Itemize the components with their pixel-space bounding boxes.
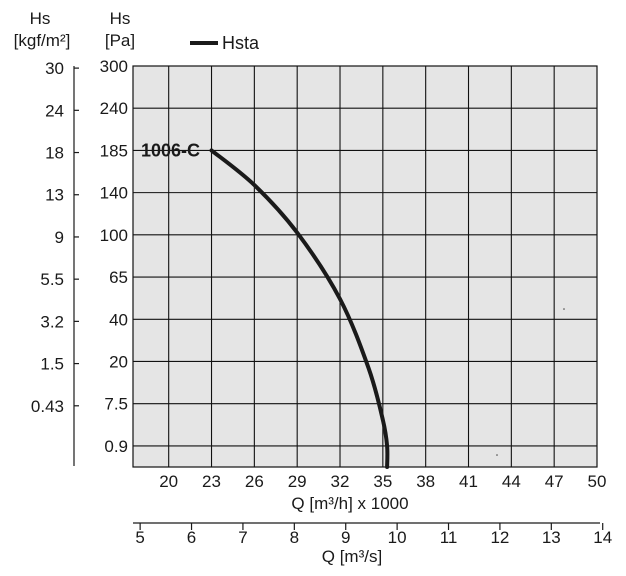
kgf-tick-label: 0.43 (31, 397, 64, 416)
m3s-axis-label: Q [m³/s] (322, 547, 382, 566)
pa-axis-title: Hs (110, 9, 131, 28)
pa-tick-label: 20 (109, 352, 128, 371)
kgf-tick-label: 18 (45, 144, 64, 163)
m3s-axis: 5 6 7 8 9 10 11 12 13 14 (135, 523, 612, 547)
pa-tick-label: 7.5 (104, 395, 128, 414)
m3h-axis-label: Q [m³/h] x 1000 (291, 494, 408, 513)
pa-axis-unit: [Pa] (105, 31, 135, 50)
m3s-tick-label: 9 (341, 528, 350, 547)
pa-tick-label: 40 (109, 310, 128, 329)
pa-tick-label: 65 (109, 268, 128, 287)
kgf-tick-label: 3.2 (40, 312, 64, 331)
pa-axis: 300 240 185 140 100 65 40 20 7.5 0.9 (100, 57, 128, 456)
pa-tick-label: 140 (100, 184, 128, 203)
m3s-tick-label: 14 (593, 528, 612, 547)
pa-tick-label: 0.9 (104, 437, 128, 456)
m3s-tick-label: 13 (542, 528, 561, 547)
m3s-tick-label: 7 (238, 528, 247, 547)
legend-label: Hsta (222, 33, 260, 53)
m3h-tick-label: 44 (502, 472, 521, 491)
m3s-tick-label: 5 (135, 528, 144, 547)
m3s-tick-label: 10 (388, 528, 407, 547)
m3s-tick-label: 11 (440, 528, 458, 547)
kgf-axis-title: Hs (30, 9, 51, 28)
series-line-1006-c (209, 148, 390, 469)
kgf-axis: 30 24 18 13 9 5.5 3.2 1.5 0.43 (31, 59, 79, 416)
kgf-tick-label: 1.5 (40, 355, 64, 374)
grid-lines (133, 66, 597, 467)
stray-dot (496, 454, 498, 456)
kgf-tick-label: 9 (55, 228, 64, 247)
pa-tick-label: 240 (100, 99, 128, 118)
pa-tick-label: 100 (100, 226, 128, 245)
m3h-tick-label: 23 (202, 472, 221, 491)
m3h-tick-label: 29 (288, 472, 307, 491)
kgf-tick-label: 13 (45, 186, 64, 205)
m3s-tick-label: 6 (187, 528, 196, 547)
kgf-tick-label: 30 (45, 59, 64, 78)
kgf-tick-label: 24 (45, 101, 64, 120)
series-label-1006-c: 1006-C (141, 140, 200, 160)
m3h-tick-label: 35 (373, 472, 392, 491)
m3h-tick-label: 26 (245, 472, 264, 491)
m3h-axis: 20 23 26 29 32 35 38 41 44 47 50 (159, 472, 606, 491)
kgf-axis-unit: [kgf/m²] (14, 31, 71, 50)
m3h-tick-label: 38 (416, 472, 435, 491)
m3s-tick-label: 8 (290, 528, 299, 547)
stray-dot (563, 308, 565, 310)
m3h-tick-label: 32 (331, 472, 350, 491)
m3h-tick-label: 41 (459, 472, 478, 491)
m3h-tick-label: 50 (588, 472, 607, 491)
pa-tick-label: 185 (100, 141, 128, 160)
m3s-tick-label: 12 (490, 528, 509, 547)
plot-area (132, 65, 598, 468)
pa-tick-label: 300 (100, 57, 128, 76)
m3h-tick-label: 47 (545, 472, 564, 491)
m3h-tick-label: 20 (159, 472, 178, 491)
kgf-tick-label: 5.5 (40, 270, 64, 289)
